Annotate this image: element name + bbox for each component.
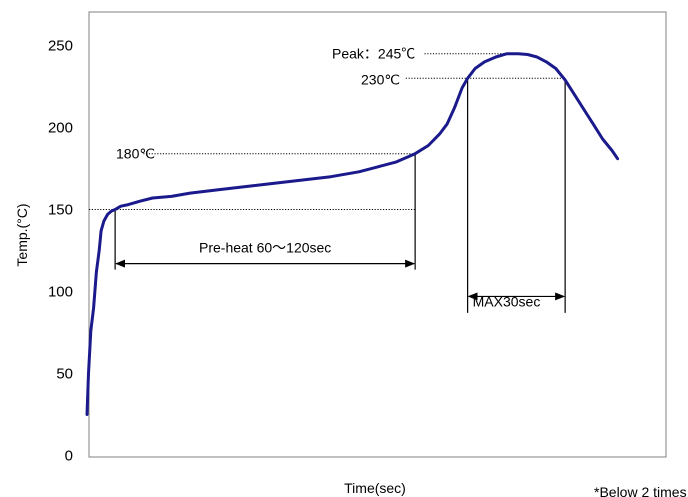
y-tick-label: 200 xyxy=(48,120,73,137)
y-axis-ticks: 0 50 100 150 200 250 xyxy=(48,38,73,465)
liquidus-label: 230℃ xyxy=(361,71,400,87)
annotations: Peak：245℃ 230℃ 180℃ Pre-heat 60～120sec MAX30… xyxy=(116,46,540,310)
peak-label: Peak：245℃ xyxy=(332,46,415,62)
y-tick-label: 50 xyxy=(56,366,73,383)
plot-frame xyxy=(88,11,667,458)
temperature-curve xyxy=(85,52,620,416)
y-tick-label: 150 xyxy=(48,202,73,219)
y-tick-label: 100 xyxy=(48,284,73,301)
max-time-label: MAX30sec xyxy=(473,293,541,309)
preheat-temp-label: 180℃ xyxy=(116,146,155,162)
y-tick-label: 250 xyxy=(48,38,73,55)
x-axis-label: Time(sec) xyxy=(344,480,406,496)
y-tick-label: 0 xyxy=(65,448,73,465)
y-axis-label: Temp.(°C) xyxy=(14,203,30,266)
preheat-range-label: Pre-heat 60～120sec xyxy=(199,240,331,256)
note-text: *Below 2 times xyxy=(594,484,687,497)
reference-lines xyxy=(89,53,566,313)
